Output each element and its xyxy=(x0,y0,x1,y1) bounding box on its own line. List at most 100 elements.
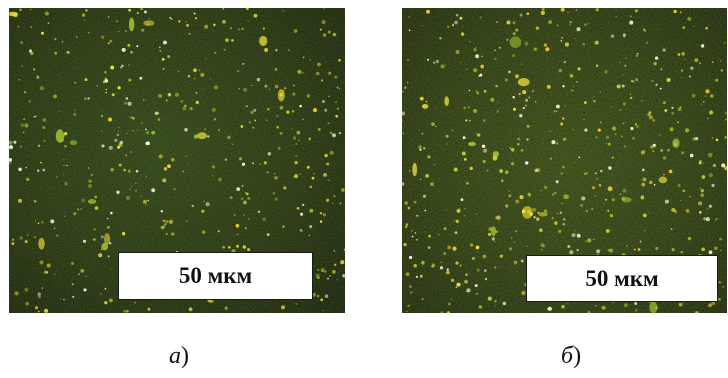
speckle xyxy=(473,68,478,73)
speckle xyxy=(338,59,341,62)
speckle xyxy=(291,110,295,113)
speckle xyxy=(533,47,537,51)
speckle xyxy=(409,285,412,288)
speckle xyxy=(724,118,727,121)
speckle xyxy=(595,305,597,307)
speckle xyxy=(293,29,298,33)
speckle xyxy=(469,243,474,247)
speckle xyxy=(319,212,323,215)
speckle xyxy=(587,238,592,243)
speckle xyxy=(408,169,411,172)
speckle xyxy=(72,295,75,298)
speckle xyxy=(421,24,424,27)
speckle xyxy=(446,25,450,28)
speckle xyxy=(132,129,135,132)
speckle xyxy=(326,162,330,166)
speckle xyxy=(41,31,44,35)
speckle xyxy=(206,135,210,138)
speckle xyxy=(177,70,180,73)
speckle xyxy=(620,135,622,137)
speckle xyxy=(698,201,703,206)
speckle xyxy=(101,144,105,148)
speckle xyxy=(322,33,327,37)
speckle xyxy=(632,137,635,140)
speckle xyxy=(709,110,714,115)
speckle-cluster xyxy=(412,162,418,177)
speckle xyxy=(587,310,591,313)
speckle xyxy=(549,130,552,132)
speckle xyxy=(439,266,444,270)
speckle xyxy=(295,155,297,157)
speckle xyxy=(188,307,193,312)
speckle xyxy=(517,137,521,141)
speckle xyxy=(34,200,37,203)
speckle xyxy=(497,101,499,104)
speckle xyxy=(622,188,627,193)
speckle xyxy=(475,245,480,250)
speckle xyxy=(705,26,708,30)
speckle xyxy=(203,200,205,202)
speckle xyxy=(211,107,216,112)
speckle xyxy=(53,227,56,230)
speckle xyxy=(635,54,638,58)
speckle xyxy=(535,26,540,30)
speckle xyxy=(496,21,498,24)
speckle xyxy=(58,110,60,112)
speckle xyxy=(603,202,606,205)
speckle xyxy=(274,176,278,180)
speckle xyxy=(549,157,552,160)
speckle xyxy=(608,248,614,253)
speckle xyxy=(223,48,227,52)
speckle xyxy=(415,238,418,241)
speckle xyxy=(107,42,110,45)
speckle xyxy=(74,81,76,84)
speckle xyxy=(640,150,645,155)
speckle xyxy=(545,47,550,52)
speckle xyxy=(36,75,40,79)
speckle xyxy=(110,168,114,172)
speckle xyxy=(23,118,25,120)
speckle xyxy=(642,177,647,182)
speckle xyxy=(473,48,477,52)
speckle xyxy=(88,179,92,183)
speckle xyxy=(681,51,686,56)
speckle xyxy=(157,118,161,121)
speckle xyxy=(242,245,247,249)
speckle xyxy=(202,88,204,90)
speckle xyxy=(70,261,75,265)
speckle xyxy=(42,117,47,122)
speckle xyxy=(165,99,168,102)
speckle-cluster xyxy=(607,186,613,192)
speckle xyxy=(540,190,542,192)
speckle xyxy=(641,168,645,172)
speckle xyxy=(455,49,460,55)
speckle xyxy=(510,148,515,152)
speckle xyxy=(268,88,271,91)
speckle xyxy=(22,131,25,134)
speckle xyxy=(323,172,328,177)
speckle xyxy=(526,124,530,128)
speckle xyxy=(244,192,247,194)
speckle xyxy=(265,119,268,121)
speckle xyxy=(662,48,666,52)
speckle xyxy=(44,11,49,16)
speckle xyxy=(231,39,234,42)
speckle xyxy=(721,163,726,168)
speckle xyxy=(24,123,29,128)
speckle xyxy=(241,185,244,187)
speckle xyxy=(87,97,90,100)
speckle xyxy=(328,95,330,98)
speckle xyxy=(405,272,410,277)
speckle xyxy=(431,263,436,268)
speckle xyxy=(242,214,245,216)
speckle xyxy=(655,56,659,60)
speckle xyxy=(214,51,217,54)
speckle xyxy=(534,101,537,103)
speckle xyxy=(702,162,704,164)
speckle xyxy=(413,264,417,268)
speckle xyxy=(474,284,478,288)
speckle xyxy=(515,74,519,79)
speckle xyxy=(338,132,341,135)
speckle xyxy=(494,266,497,269)
speckle xyxy=(622,102,626,106)
